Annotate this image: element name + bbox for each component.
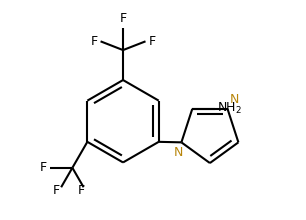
Text: F: F bbox=[78, 184, 85, 197]
Text: F: F bbox=[119, 12, 127, 25]
Text: F: F bbox=[148, 35, 156, 48]
Text: F: F bbox=[39, 161, 47, 174]
Text: NH$_2$: NH$_2$ bbox=[217, 101, 242, 116]
Text: F: F bbox=[91, 35, 98, 48]
Text: F: F bbox=[52, 184, 59, 197]
Text: N: N bbox=[230, 93, 239, 106]
Text: N: N bbox=[174, 146, 183, 159]
